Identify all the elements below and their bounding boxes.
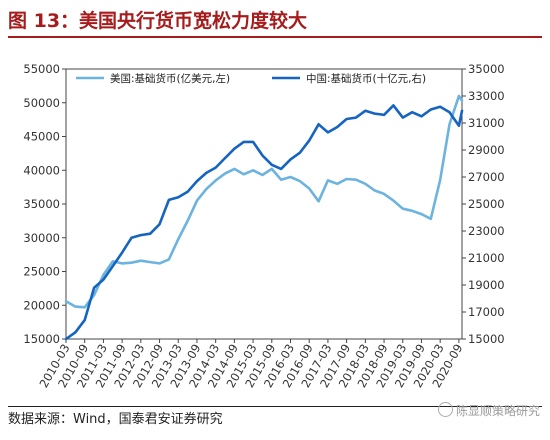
chart-legend: 美国:基础货币(亿美元,左) 中国:基础货币(十亿元,右) [76,72,426,85]
right-axis-tick-label: 21000 [468,251,505,265]
right-axis-tick-label: 27000 [468,170,505,184]
wechat-icon [437,402,453,417]
legend-label: 中国:基础货币(十亿元,右) [306,72,426,85]
left-axis-tick-label: 20000 [23,298,60,312]
left-axis-tick-label: 30000 [23,231,60,245]
right-axis-tick-label: 29000 [468,143,505,157]
chart-series-lines [64,94,464,341]
right-axis-tick-label: 35000 [468,62,505,76]
left-axis-tick-label: 40000 [23,163,60,177]
chart-canvas: 15000 20000 25000 30000 35000 40000 45000 50000… [23,62,504,390]
left-axis-tick-label: 15000 [23,332,60,346]
source-note: 数据来源：Wind，国泰君安证券研究 [8,406,542,433]
right-axis-tick-label: 31000 [468,116,505,130]
right-axis-tick-label: 25000 [468,197,505,211]
right-axis-tick-label: 33000 [468,89,505,103]
us-base-money-line [64,94,464,309]
china-base-money-line [64,104,464,341]
watermark-text: 陈显顺策略研究 [455,404,540,418]
right-axis-tick-label: 23000 [468,224,505,238]
right-axis-tick-label: 17000 [468,305,505,319]
left-axis-tick-label: 45000 [23,130,60,144]
watermark: 陈显顺策略研究 [437,402,540,419]
legend-label: 美国:基础货币(亿美元,左) [110,72,230,85]
chart-axes: 15000 20000 25000 30000 35000 40000 45000 50000… [23,62,504,390]
left-axis-tick-label: 35000 [23,197,60,211]
left-axis-tick-label: 25000 [23,265,60,279]
left-axis-tick-label: 50000 [23,96,60,110]
plot-frame [65,68,463,340]
left-axis-tick-label: 55000 [23,62,60,76]
right-axis-tick-label: 15000 [468,332,505,346]
right-axis-tick-label: 19000 [468,278,505,292]
chart-title: 图 13：美国央行货币宽松力度较大 [8,6,542,38]
